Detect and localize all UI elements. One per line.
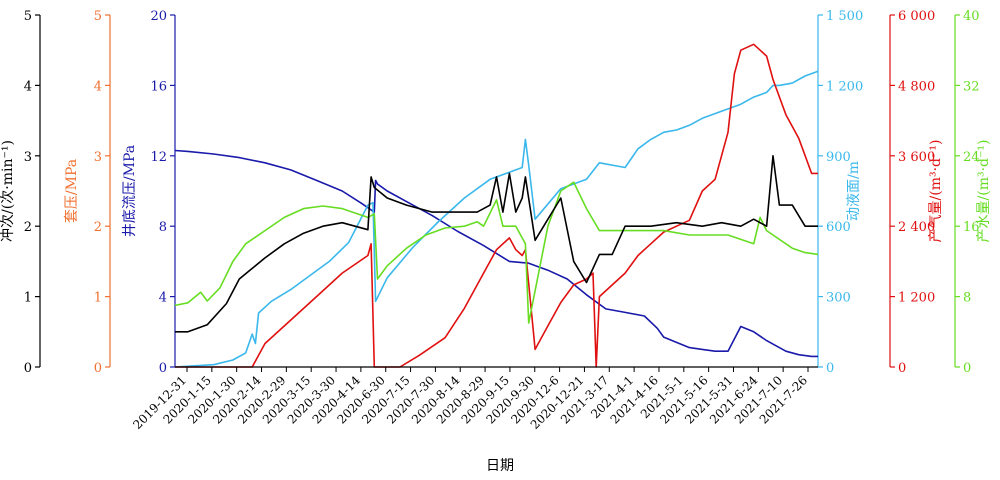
y-tick-label: 4 bbox=[159, 291, 167, 306]
y-tick-label: 0 bbox=[159, 361, 167, 376]
series-line-gas bbox=[175, 43, 818, 368]
y-axis-stroke: 0 1 2 3 4 5 冲次/(次·min⁻¹) bbox=[0, 9, 41, 376]
y-tick-label: 2 400 bbox=[898, 220, 935, 235]
axes-layer: 012345冲次/(次·min⁻¹)012345套压/MPa048121620井… bbox=[0, 9, 992, 376]
y-tick-label: 1 200 bbox=[826, 79, 863, 94]
y-axis-title-casing: 套压/MPa bbox=[64, 159, 80, 223]
series-line-water bbox=[174, 181, 819, 324]
y-tick-label: 0 bbox=[24, 361, 32, 376]
y-tick-label: 0 bbox=[963, 361, 971, 376]
y-tick-label: 900 bbox=[826, 150, 851, 165]
y-tick-label: 3 bbox=[94, 150, 102, 165]
y-axis-water: 0 8 16 24 32 40 产水量/(m³·d⁻¹) bbox=[954, 9, 992, 376]
y-tick-label: 4 bbox=[24, 79, 32, 94]
y-tick-label: 16 bbox=[963, 220, 980, 235]
series-layer bbox=[174, 43, 819, 368]
y-tick-label: 2 bbox=[24, 220, 32, 235]
y-axis-title-level: 动液面/m bbox=[846, 161, 862, 221]
y-tick-label: 20 bbox=[150, 9, 167, 24]
y-tick-label: 1 bbox=[24, 291, 32, 306]
y-tick-label: 0 bbox=[826, 361, 834, 376]
y-tick-label: 3 600 bbox=[898, 150, 935, 165]
y-tick-label: 1 bbox=[94, 291, 102, 306]
y-tick-label: 24 bbox=[963, 150, 980, 165]
y-tick-label: 1 500 bbox=[826, 9, 863, 24]
y-tick-label: 12 bbox=[150, 150, 167, 165]
y-tick-label: 300 bbox=[826, 291, 851, 306]
y-tick-label: 0 bbox=[94, 361, 102, 376]
y-tick-label: 1 200 bbox=[898, 291, 935, 306]
y-axis-title-water: 产水量/(m³·d⁻¹) bbox=[976, 140, 992, 243]
y-axis-casing: 0 1 2 3 4 5 套压/MPa bbox=[64, 9, 111, 376]
y-tick-label: 8 bbox=[963, 291, 971, 306]
y-axis-bhp: 0 4 8 12 16 20 井底流压/MPa bbox=[122, 9, 176, 376]
y-tick-label: 4 bbox=[94, 79, 102, 94]
y-axis-title-gas: 产气量/(m³·d⁻¹) bbox=[928, 140, 944, 243]
y-tick-label: 5 bbox=[94, 9, 102, 24]
y-tick-label: 16 bbox=[150, 79, 167, 94]
y-tick-label: 5 bbox=[24, 9, 32, 24]
y-tick-label: 600 bbox=[826, 220, 851, 235]
series-line-bhp bbox=[174, 149, 818, 358]
x-axis-title: 日期 bbox=[486, 458, 514, 474]
y-tick-label: 3 bbox=[24, 150, 32, 165]
x-axis-layer: 2019-12-312020-1-152020-1-302020-2-14202… bbox=[130, 366, 818, 432]
y-axis-title-bhp: 井底流压/MPa bbox=[122, 145, 138, 237]
y-axis-level: 0 300 600 900 1 200 1 500 动液面/m bbox=[817, 9, 863, 376]
y-tick-label: 4 800 bbox=[898, 79, 935, 94]
y-axis-gas: 0 1 200 2 400 3 600 4 800 6 000 产气量/(m³·d⁻¹) bbox=[889, 9, 944, 376]
series-line-stroke bbox=[175, 155, 818, 333]
y-tick-label: 6 000 bbox=[898, 9, 935, 24]
y-tick-label: 40 bbox=[963, 9, 980, 24]
y-tick-label: 0 bbox=[898, 361, 906, 376]
y-axis-title-stroke: 冲次/(次·min⁻¹) bbox=[0, 140, 16, 242]
y-tick-label: 32 bbox=[963, 79, 980, 94]
series-line-level bbox=[174, 70, 819, 368]
y-tick-label: 8 bbox=[159, 220, 167, 235]
y-tick-label: 2 bbox=[94, 220, 102, 235]
